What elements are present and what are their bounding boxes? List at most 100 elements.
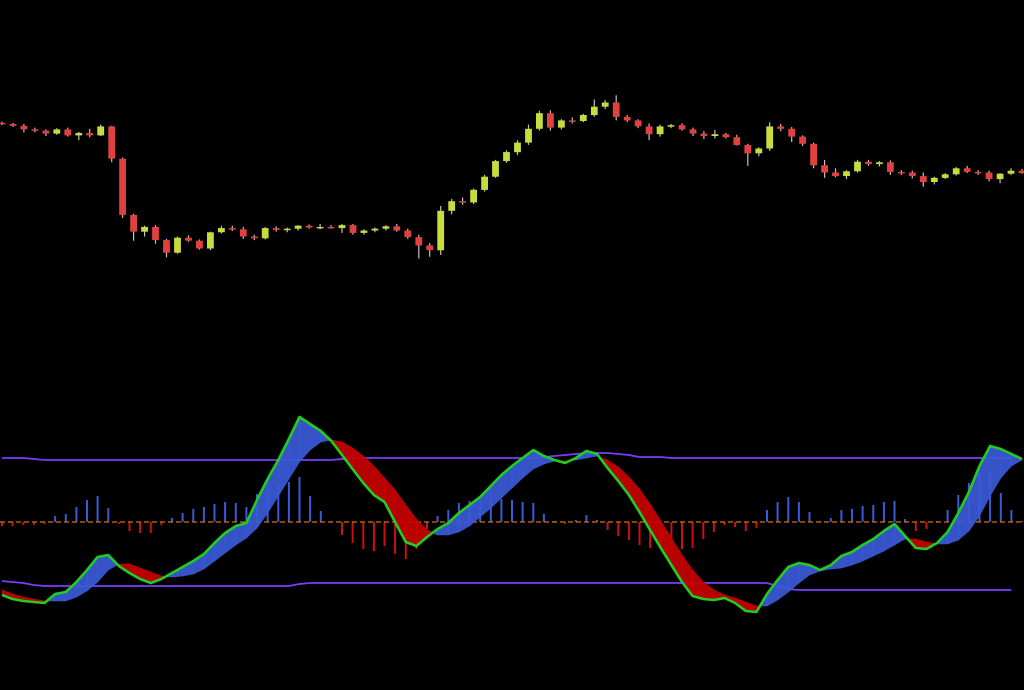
bearish-candle (722, 134, 730, 138)
bullish-candle (930, 177, 938, 182)
bearish-candle (821, 165, 828, 173)
bullish-candle (711, 134, 719, 136)
bullish-candle (558, 120, 565, 128)
bearish-candle (832, 172, 839, 177)
bullish-candle (492, 161, 499, 177)
bullish-candle (470, 189, 477, 203)
bearish-candle (20, 125, 28, 130)
bullish-candle (514, 142, 521, 153)
bullish-candle (656, 126, 664, 135)
bearish-candle (908, 172, 916, 177)
bullish-candle (97, 126, 105, 136)
bullish-candle (854, 161, 861, 172)
bullish-candle (996, 173, 1004, 180)
bearish-candle (163, 240, 170, 253)
bullish-candle (53, 129, 61, 134)
bullish-candle (876, 162, 883, 165)
bearish-candle (119, 158, 126, 215)
bullish-candle (360, 230, 368, 233)
bearish-candle (788, 128, 796, 137)
bullish-candle (294, 225, 302, 229)
bearish-candle (898, 171, 905, 174)
bearish-candle (305, 225, 313, 228)
bullish-candle (371, 228, 379, 231)
bearish-candle (272, 228, 280, 230)
band-segment-up (957, 491, 970, 541)
bearish-candle (689, 129, 697, 134)
bearish-candle (678, 125, 686, 130)
bullish-candle (503, 152, 510, 162)
envelope-layer (0, 452, 1024, 591)
bullish-candle (316, 226, 324, 229)
bullish-candle (667, 125, 675, 127)
bullish-candle (261, 228, 269, 239)
bearish-candle (799, 136, 806, 144)
bearish-candle (64, 129, 72, 136)
bearish-candle (733, 137, 741, 145)
bearish-candle (185, 237, 192, 241)
bearish-candle (108, 126, 116, 159)
bullish-candle (207, 232, 214, 249)
upper-envelope-line (2, 452, 1012, 461)
bearish-candle (426, 245, 434, 251)
band-segment-up (989, 445, 1002, 498)
bullish-candle (141, 226, 148, 232)
bullish-candle (75, 133, 83, 136)
band-segment-down (639, 488, 651, 532)
bullish-candle (536, 113, 543, 129)
bearish-candle (31, 129, 39, 131)
candles-layer (0, 95, 1024, 259)
bullish-candle (755, 148, 763, 154)
bullish-candle (941, 174, 949, 178)
bearish-candle (985, 172, 993, 180)
band-segment-up (97, 554, 109, 583)
bullish-candle (437, 210, 445, 251)
band-segment-down (405, 504, 417, 547)
bearish-candle (963, 168, 971, 172)
bullish-candle (338, 225, 346, 229)
bearish-candle (349, 225, 357, 233)
bearish-candle (623, 116, 631, 121)
bearish-candle (887, 162, 894, 172)
bearish-candle (974, 171, 982, 174)
bearish-candle (9, 124, 17, 126)
bullish-candle (218, 228, 225, 233)
bullish-candle (382, 226, 390, 229)
bearish-candle (865, 161, 872, 165)
bearish-candle (547, 113, 554, 128)
bullish-candle (952, 168, 960, 175)
bullish-candle (481, 176, 488, 190)
bearish-candle (612, 102, 620, 117)
bullish-candle (448, 201, 456, 211)
bearish-candle (744, 144, 752, 154)
bullish-candle (283, 228, 291, 231)
bearish-candle (130, 214, 137, 232)
bearish-candle (568, 120, 576, 122)
bearish-candle (250, 236, 258, 239)
bullish-candle (174, 237, 181, 253)
bearish-candle (86, 133, 94, 136)
bearish-candle (645, 126, 653, 135)
bullish-candle (601, 102, 609, 107)
bearish-candle (196, 240, 203, 249)
bullish-candle (1007, 170, 1015, 174)
bearish-candle (393, 226, 401, 231)
bullish-candle (590, 106, 598, 116)
band-segment-down (702, 581, 715, 601)
band-segment-down (628, 476, 640, 514)
bearish-candle (327, 226, 335, 229)
bearish-candle (152, 226, 159, 241)
bearish-candle (919, 176, 927, 183)
band-segment-down (384, 477, 396, 523)
bullish-candle (579, 115, 587, 121)
bearish-candle (415, 237, 423, 246)
bearish-candle (777, 126, 785, 129)
lower-envelope-line (1, 580, 1012, 591)
fast-line-layer (1, 415, 1023, 614)
bearish-candle (404, 230, 412, 238)
bullish-candle (525, 128, 532, 143)
band-segment-up (256, 478, 268, 529)
